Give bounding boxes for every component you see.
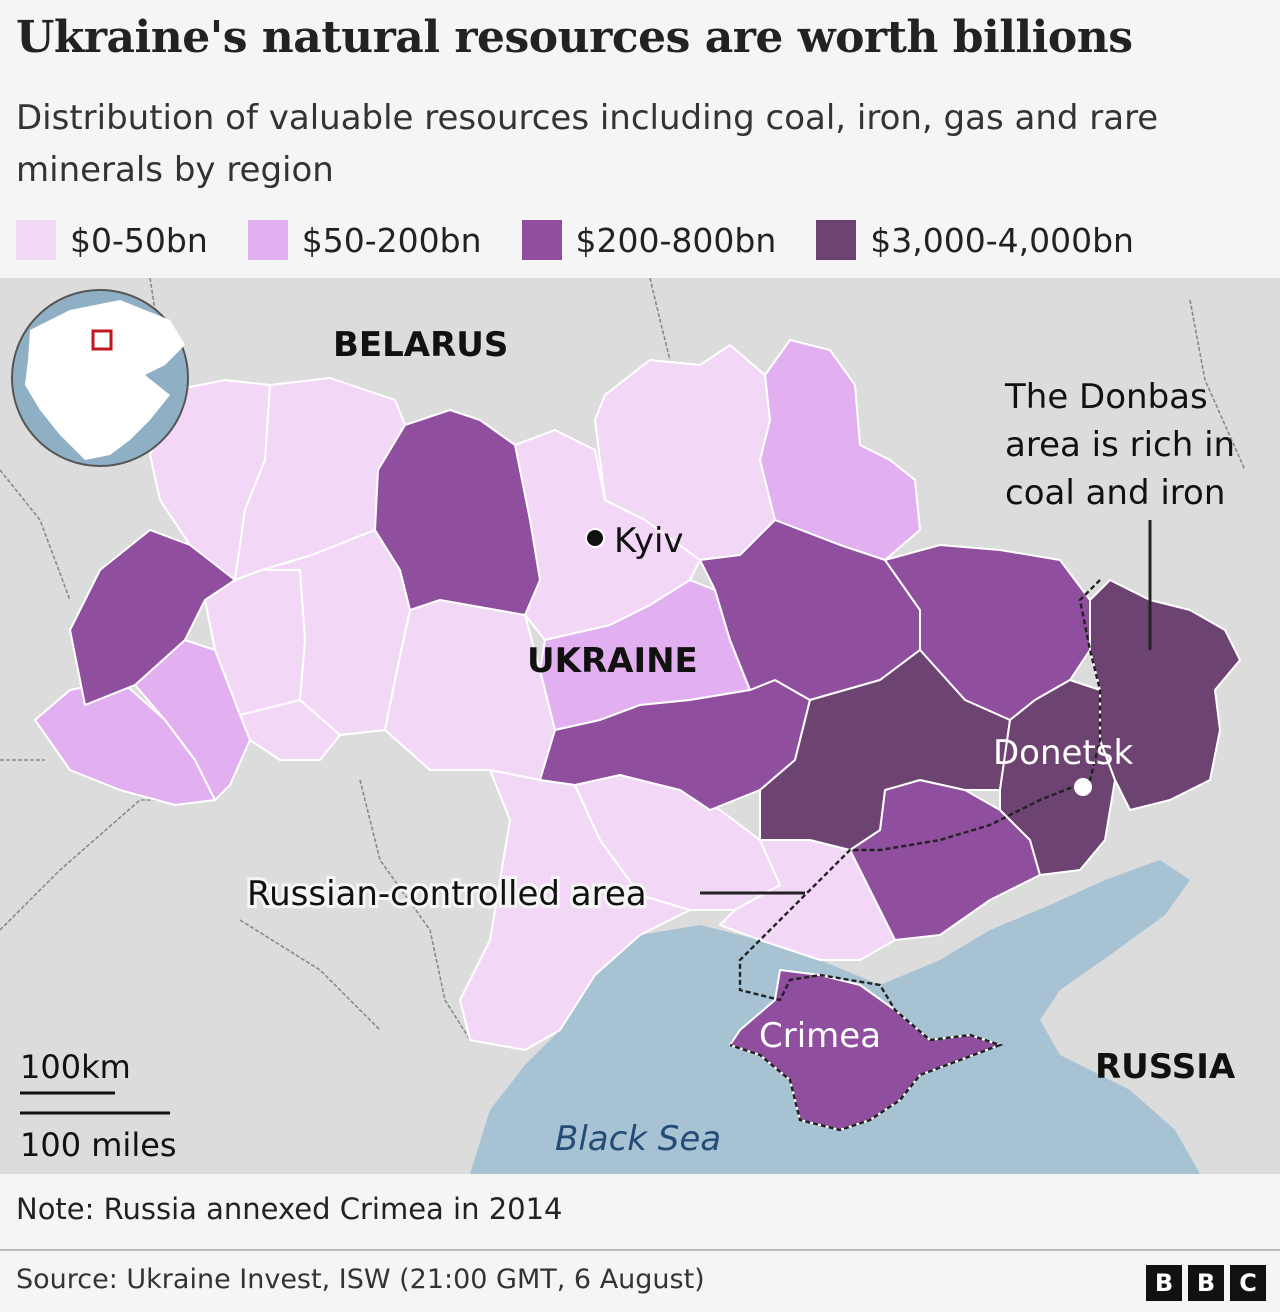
label-crimea: Crimea bbox=[759, 1016, 881, 1056]
legend-label-50-200bn: $50-200bn bbox=[301, 220, 482, 260]
legend-swatch-200-800bn bbox=[521, 220, 562, 260]
label-kyiv: Kyiv bbox=[614, 521, 684, 561]
region-donetsk bbox=[999, 679, 1116, 876]
legend: $0-50bn $50-200bn $200-800bn $3,000-4,00… bbox=[16, 218, 1174, 262]
region-zhytomyr bbox=[374, 409, 541, 616]
scale-label-miles: 100 miles bbox=[20, 1126, 177, 1164]
label-belarus: BELARUS bbox=[333, 325, 508, 365]
region-dnipropetrovsk bbox=[759, 649, 1011, 851]
legend-swatch-3000-4000bn bbox=[816, 220, 857, 260]
donbas-annotation-line-3: coal and iron bbox=[1005, 473, 1225, 513]
globe-inset bbox=[11, 289, 189, 467]
bbc-logo: B B C bbox=[1140, 1265, 1266, 1301]
bbc-logo-letter-c: C bbox=[1230, 1265, 1266, 1301]
legend-swatch-0-50bn bbox=[16, 220, 56, 260]
footer-divider bbox=[0, 1249, 1280, 1251]
region-lviv bbox=[69, 529, 236, 706]
legend-item-3000-4000bn: $3,000-4,000bn bbox=[816, 220, 1134, 260]
scale-label-km: 100km bbox=[20, 1048, 131, 1086]
globe-land bbox=[25, 300, 185, 460]
source-line: Source: Ukraine Invest, ISW (21:00 GMT, … bbox=[16, 1264, 705, 1295]
donetsk-marker bbox=[1074, 778, 1092, 796]
bbc-logo-letter-b2: B bbox=[1188, 1265, 1224, 1301]
donbas-annotation-line-2: area is rich in bbox=[1005, 425, 1235, 465]
label-black-sea: Black Sea bbox=[555, 1119, 721, 1159]
bbc-logo-letter-b1: B bbox=[1146, 1265, 1182, 1301]
footnote: Note: Russia annexed Crimea in 2014 bbox=[16, 1192, 563, 1226]
legend-swatch-50-200bn bbox=[247, 220, 288, 260]
label-ukraine: UKRAINE bbox=[527, 641, 698, 681]
label-donetsk: Donetsk bbox=[993, 733, 1133, 773]
legend-item-50-200bn: $50-200bn bbox=[247, 220, 482, 260]
legend-label-3000-4000bn: $3,000-4,000bn bbox=[870, 220, 1134, 260]
kyiv-marker bbox=[585, 528, 605, 548]
chart-title: Ukraine's natural resources are worth bi… bbox=[16, 12, 1133, 63]
region-ivano-frankivsk bbox=[134, 639, 251, 801]
region-sumy bbox=[759, 339, 921, 561]
oblasts bbox=[34, 339, 1241, 1131]
legend-label-0-50bn: $0-50bn bbox=[70, 220, 208, 260]
legend-item-0-50bn: $0-50bn bbox=[16, 220, 208, 260]
globe-ukraine-marker bbox=[91, 329, 113, 351]
label-russia: RUSSIA bbox=[1095, 1047, 1236, 1087]
chart-subtitle: Distribution of valuable resources inclu… bbox=[16, 98, 1159, 190]
ukraine-map: BELARUS UKRAINE RUSSIA Kyiv Donetsk Crim… bbox=[0, 278, 1280, 1174]
legend-label-200-800bn: $200-800bn bbox=[575, 220, 777, 260]
russian-controlled-annotation: Russian-controlled area bbox=[247, 874, 647, 914]
legend-item-200-800bn: $200-800bn bbox=[521, 220, 777, 260]
donbas-annotation-line-1: The Donbas bbox=[1004, 377, 1208, 417]
